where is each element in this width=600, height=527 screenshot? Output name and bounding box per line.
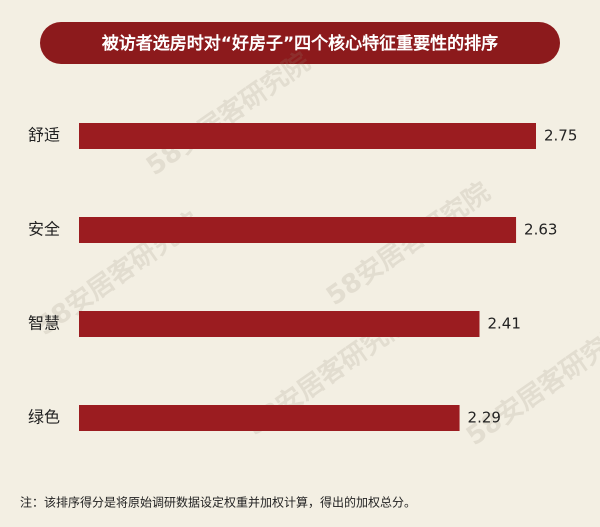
title-banner	[40, 22, 560, 64]
value-label: 2.75	[544, 127, 577, 145]
category-label: 安全	[28, 220, 60, 239]
bar	[79, 123, 536, 149]
note: 注：该排序得分是将原始调研数据设定权重并加权计算，得出的加权总分。	[20, 495, 416, 510]
bar	[79, 405, 460, 431]
value-label: 2.41	[487, 315, 520, 333]
value-label: 2.63	[524, 221, 557, 239]
bar	[79, 311, 480, 337]
bar	[79, 217, 517, 243]
chart-title: 被访者选房时对“好房子”四个核心特征重要性的排序	[102, 33, 498, 54]
category-label: 智慧	[28, 314, 60, 333]
category-label: 舒适	[28, 126, 60, 145]
category-label: 绿色	[28, 408, 60, 427]
value-label: 2.29	[468, 409, 501, 427]
